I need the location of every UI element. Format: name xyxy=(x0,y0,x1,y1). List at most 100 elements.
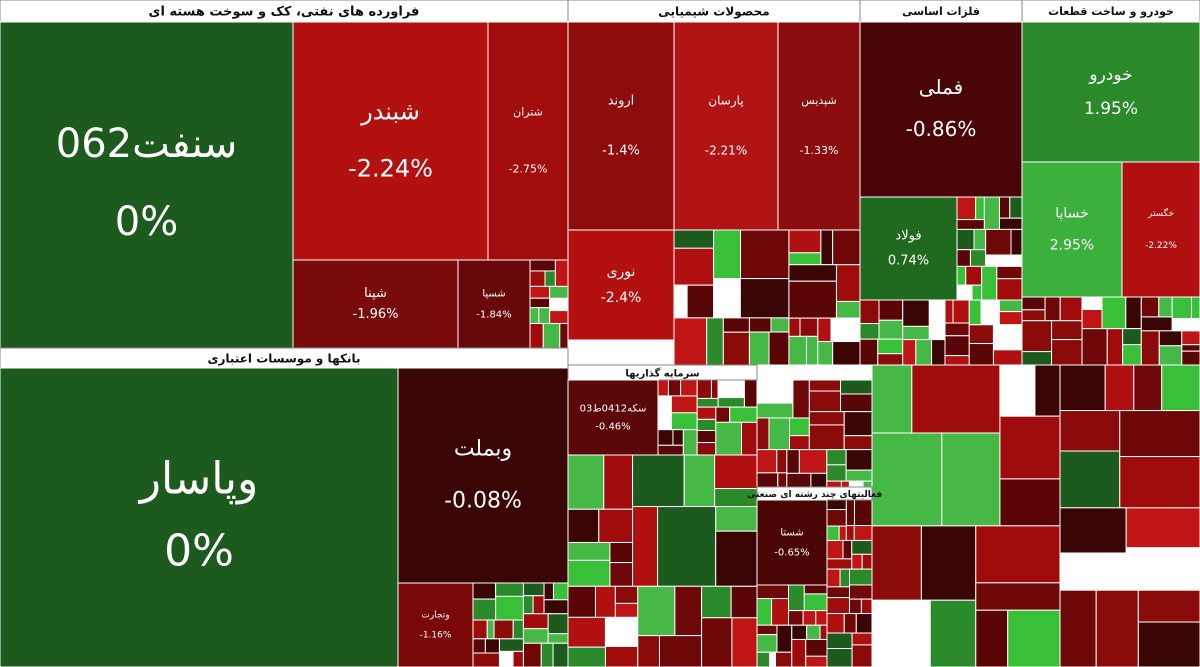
filler-tile xyxy=(1181,330,1200,346)
filler-tile xyxy=(484,638,500,654)
tile xyxy=(292,259,459,349)
filler-tile xyxy=(768,417,791,451)
filler-tile xyxy=(859,323,880,340)
filler-tile xyxy=(756,624,778,636)
tile-label: خودرو xyxy=(1088,65,1132,85)
filler-tile xyxy=(835,300,861,319)
filler-tile xyxy=(567,559,611,587)
filler-tile xyxy=(826,499,847,511)
filler-tile xyxy=(902,299,930,327)
filler-tile xyxy=(673,247,715,286)
filler-tile xyxy=(855,613,873,634)
tile-label: سکه0412ط03 xyxy=(580,404,647,415)
filler-tile xyxy=(706,317,724,366)
tile-value: -2.75% xyxy=(509,163,548,176)
filler-tile xyxy=(743,379,758,408)
tile xyxy=(0,367,399,667)
filler-tile xyxy=(756,584,790,600)
tile-value: -2.4% xyxy=(601,290,642,306)
filler-tile xyxy=(848,568,873,586)
filler-tile xyxy=(715,530,758,587)
tile xyxy=(397,367,569,584)
filler-tile xyxy=(1140,316,1173,332)
filler-tile xyxy=(672,429,684,446)
filler-tile xyxy=(956,196,977,221)
filler-tile xyxy=(826,597,850,615)
filler-tile xyxy=(522,613,549,630)
filler-tile xyxy=(1122,344,1142,366)
group-title: فعالیتهای چند رشته ای صنعتی xyxy=(747,490,882,500)
filler-tile xyxy=(871,432,943,527)
filler-tile xyxy=(730,585,758,619)
filler-tile xyxy=(739,278,790,319)
filler-tile xyxy=(547,633,569,644)
filler-tile xyxy=(853,525,873,541)
filler-tile xyxy=(632,454,685,508)
filler-tile xyxy=(567,616,606,648)
filler-tile xyxy=(788,610,804,626)
filler-tile xyxy=(803,584,828,595)
tile xyxy=(777,21,861,231)
filler-tile xyxy=(729,406,758,423)
filler-tile xyxy=(552,642,569,667)
filler-tile xyxy=(845,449,873,471)
filler-tile xyxy=(851,644,873,667)
filler-tile xyxy=(522,595,534,615)
filler-tile xyxy=(929,599,977,667)
filler-tile xyxy=(529,297,551,309)
filler-tile xyxy=(826,539,844,560)
filler-tile xyxy=(956,249,971,267)
filler-tile xyxy=(495,582,524,597)
filler-tile xyxy=(498,638,524,652)
filler-tile xyxy=(965,265,983,286)
tile-label: پارسان xyxy=(708,94,743,109)
filler-tile xyxy=(486,619,495,640)
filler-tile xyxy=(714,454,758,490)
filler-tile xyxy=(1191,296,1200,320)
tile-value: -2.22% xyxy=(1145,241,1177,251)
filler-tile xyxy=(594,585,616,618)
filler-tile xyxy=(826,613,845,634)
filler-tile xyxy=(1137,589,1200,623)
filler-tile xyxy=(674,585,703,637)
filler-tile xyxy=(544,270,556,287)
filler-tile xyxy=(472,598,497,621)
filler-tile xyxy=(840,393,873,413)
filler-tile xyxy=(808,379,842,392)
tile xyxy=(567,229,675,341)
filler-tile xyxy=(860,598,873,615)
filler-tile xyxy=(999,364,1036,417)
filler-tile xyxy=(992,349,1023,366)
tile-value: -1.4% xyxy=(602,143,640,158)
filler-tile xyxy=(543,582,554,601)
filler-tile xyxy=(792,379,810,419)
filler-tile xyxy=(1122,328,1142,346)
filler-tile xyxy=(998,299,1023,313)
filler-tile xyxy=(740,421,758,456)
tile-label: شبندر xyxy=(360,97,420,125)
filler-tile xyxy=(1158,330,1183,347)
filler-tile xyxy=(696,397,719,408)
filler-tile xyxy=(843,435,873,451)
filler-tile xyxy=(740,229,790,280)
tile-value: 1.95% xyxy=(1084,99,1138,119)
filler-tile xyxy=(1081,328,1108,366)
filler-tile xyxy=(983,196,1000,230)
filler-tile xyxy=(788,229,822,254)
filler-tile xyxy=(748,331,770,366)
filler-tile xyxy=(861,553,873,570)
group-title: فلزات اساسی xyxy=(902,5,980,18)
filler-tile xyxy=(632,506,659,587)
filler-tile xyxy=(603,454,634,510)
filler-tile xyxy=(859,299,880,325)
filler-tile xyxy=(819,624,828,640)
filler-tile xyxy=(529,322,544,349)
filler-tile xyxy=(710,379,719,399)
filler-tile xyxy=(1106,328,1124,366)
tile xyxy=(673,21,779,231)
filler-tile xyxy=(975,525,1061,584)
tile-value: 2.95% xyxy=(1050,238,1094,254)
filler-tile xyxy=(1059,410,1121,452)
filler-tile xyxy=(1125,547,1200,591)
filler-tile xyxy=(789,435,810,451)
